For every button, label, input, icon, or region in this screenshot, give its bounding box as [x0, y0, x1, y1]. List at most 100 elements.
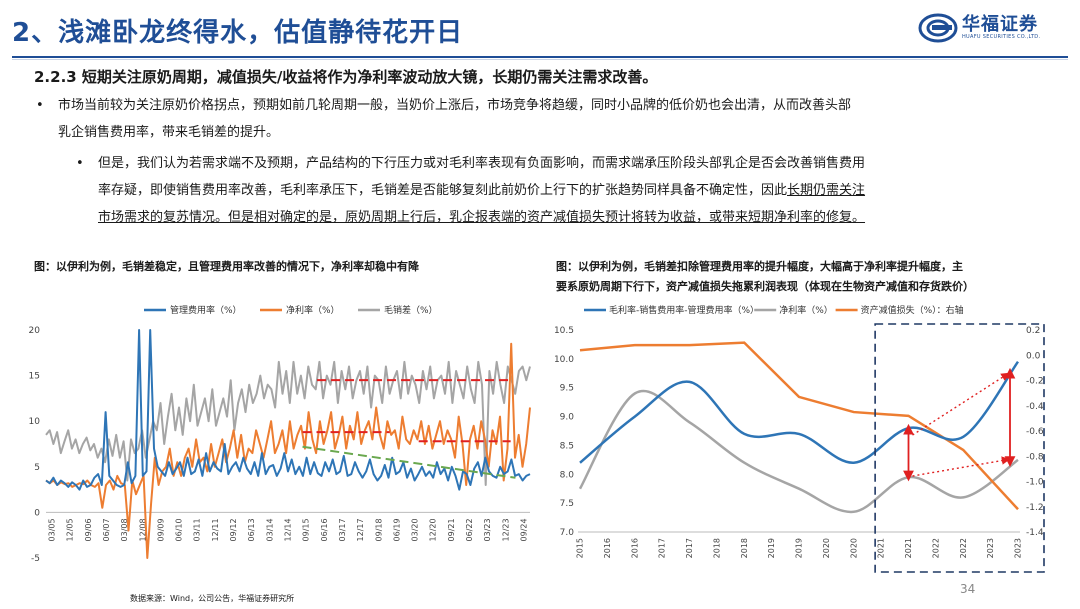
logo-text: 华福证券	[962, 14, 1038, 35]
series-line	[579, 360, 1020, 464]
x-tick-label: 12/11	[211, 518, 220, 541]
x-tick-label: 2021	[904, 538, 913, 558]
y-tick-label: 20	[29, 326, 41, 336]
x-tick-label: 06/19	[392, 518, 401, 541]
paragraph-line: 乳企销售费用率，带来毛销差的提升。	[58, 125, 280, 140]
x-tick-label: 09/06	[84, 518, 93, 541]
bullet-paragraph-1: • 市场当前较为关注原奶价格拐点，预期如前几轮周期一般，当奶价上涨后，市场竞争将…	[36, 92, 1058, 146]
huafu-logo-icon	[918, 13, 958, 43]
y-right-tick-label: -1.2	[1026, 503, 1044, 513]
red-dotted-arrow	[912, 372, 1010, 436]
green-dashed-trend	[302, 445, 516, 479]
y-tick-label: 10	[29, 417, 41, 427]
y-left-tick-label: 8.0	[560, 470, 575, 480]
series-line	[579, 341, 1019, 511]
x-tick-label: 2016	[603, 538, 612, 558]
y-right-tick-label: -1.4	[1026, 528, 1044, 538]
y-right-tick-label: -1.0	[1026, 478, 1044, 488]
y-tick-label: -5	[31, 554, 40, 564]
page-title: 2、浅滩卧龙终得水，估值静待花开日	[12, 18, 464, 48]
y-left-tick-label: 7.0	[560, 528, 575, 538]
page-number: 34	[960, 582, 976, 596]
bullet-dot: •	[76, 156, 84, 171]
chart-right: 7.0 7.5 8.0 8.5 9.0 9.5 10.0 10.5 0.2 0.0 -0.2 -0.4…	[554, 304, 1045, 573]
paragraph-line: 市场需求的复苏情况。但是相对确定的是，原奶周期上行后，乳企报表端的资产减值损失预…	[98, 210, 866, 225]
y-left-tick-label: 9.0	[560, 413, 575, 423]
x-tick-label: 2020	[849, 538, 858, 558]
paragraph-line: 但是，我们认为若需求端不及预期，产品结构的下行压力或对毛利率表现有负面影响，而需…	[98, 156, 866, 171]
x-tick-label: 2018	[712, 538, 721, 558]
series-line	[45, 342, 531, 559]
x-tick-label: 2017	[685, 538, 694, 558]
legend-label: 净利率（%）	[779, 304, 833, 316]
chart-left: -5 0 5 10 15 20 03/05 12/05 09/06 06/07 03/08 12/08…	[29, 304, 531, 564]
x-tick-label: 09/15	[302, 518, 311, 541]
series-line	[45, 329, 531, 491]
x-tick-label: 2023	[1014, 538, 1023, 558]
x-tick-label: 12/14	[284, 518, 293, 541]
y-tick-label: 15	[29, 372, 40, 382]
x-tick-label: 06/07	[102, 518, 111, 541]
x-tick-label: 12/17	[356, 518, 365, 541]
x-tick-label: 09/18	[374, 518, 383, 541]
x-tick-label: 2023	[986, 538, 995, 558]
x-tick-label: 2015	[576, 538, 585, 558]
header-divider	[12, 56, 1068, 58]
x-tick-label: 06/22	[465, 518, 474, 541]
paragraph-line: 率存疑，即使销售费用率改善，毛利率承压下，毛销差是否能够复刻此前奶价上行下的扩张…	[98, 183, 866, 198]
x-tick-label: 2019	[767, 538, 776, 558]
header-divider-thin	[12, 59, 1068, 60]
x-tick-label: 09/21	[447, 518, 456, 541]
x-tick-label: 03/17	[338, 518, 347, 541]
x-tick-label: 03/08	[120, 518, 129, 541]
x-tick-label: 12/20	[429, 518, 438, 541]
x-tick-label: 03/20	[411, 518, 420, 541]
bullet-paragraph-2: • 但是，我们认为若需求端不及预期，产品结构的下行压力或对毛利率表现有负面影响，…	[76, 150, 1058, 231]
x-tick-label: 2019	[795, 538, 804, 558]
highlight-box	[874, 323, 1045, 573]
y-left-tick-label: 9.5	[560, 384, 574, 394]
x-tick-label: 03/23	[483, 518, 492, 541]
y-right-tick-label: 0.2	[1026, 326, 1040, 336]
legend-label: 管理费用率（%）	[170, 304, 242, 316]
x-tick-label: 09/09	[156, 518, 165, 541]
logo-subtitle: HUAFU SECURITIES CO.,LTD.	[962, 34, 1041, 40]
legend-label: 净利率（%）	[286, 304, 340, 316]
x-tick-label: 06/10	[175, 518, 184, 541]
x-tick-label: 09/12	[229, 518, 238, 541]
y-right-tick-label: -0.4	[1026, 402, 1044, 412]
x-tick-label: 03/05	[48, 518, 57, 541]
paragraph-line: 市场当前较为关注原奶价格拐点，预期如前几轮周期一般，当奶价上涨后，市场竞争将趋缓…	[58, 98, 852, 113]
company-logo: 华福证券 HUAFU SECURITIES CO.,LTD.	[918, 8, 1068, 48]
x-tick-label: 2018	[740, 538, 749, 558]
y-right-tick-label: 0.0	[1026, 351, 1041, 361]
red-dotted-arrow	[912, 456, 1011, 477]
series-line	[578, 389, 1019, 514]
bullet-dot: •	[36, 98, 44, 113]
x-tick-label: 03/11	[193, 518, 202, 541]
y-tick-label: 0	[34, 508, 40, 518]
x-tick-label: 12/23	[501, 518, 510, 541]
x-tick-label: 2022	[959, 538, 968, 558]
x-tick-label: 2022	[931, 538, 940, 558]
caption-right-line2: 要系原奶周期下行下，资产减值损失拖累利润表现（体现在生物资产减值和存货跌价）	[556, 280, 974, 293]
y-tick-label: 5	[34, 463, 40, 473]
x-tick-label: 12/08	[138, 518, 147, 541]
x-tick-label: 06/16	[320, 518, 329, 541]
x-tick-label: 03/14	[265, 518, 274, 541]
section-heading: 2.2.3 短期关注原奶周期，减值损失/收益将作为净利率波动放大镜，长期仍需关注…	[34, 68, 658, 86]
caption-right-line1: 图：以伊利为例，毛销差扣除管理费用率的提升幅度，大幅高于净利率提升幅度，主	[556, 260, 963, 273]
y-left-tick-label: 7.5	[560, 499, 574, 509]
x-tick-label: 09/24	[520, 518, 529, 541]
x-tick-label: 2021	[877, 538, 886, 558]
x-tick-label: 2017	[658, 538, 667, 558]
y-left-tick-label: 8.5	[560, 441, 574, 451]
legend-label: 毛销差（%）	[384, 304, 438, 316]
y-right-tick-label: -0.6	[1026, 427, 1044, 437]
x-tick-label: 2020	[822, 538, 831, 558]
x-tick-label: 06/13	[247, 518, 256, 541]
y-left-tick-label: 10.5	[554, 326, 574, 336]
x-tick-label: 2016	[630, 538, 639, 558]
legend-label: 资产减值损失（%）：右轴	[861, 304, 964, 316]
x-tick-label: 12/05	[66, 518, 75, 541]
